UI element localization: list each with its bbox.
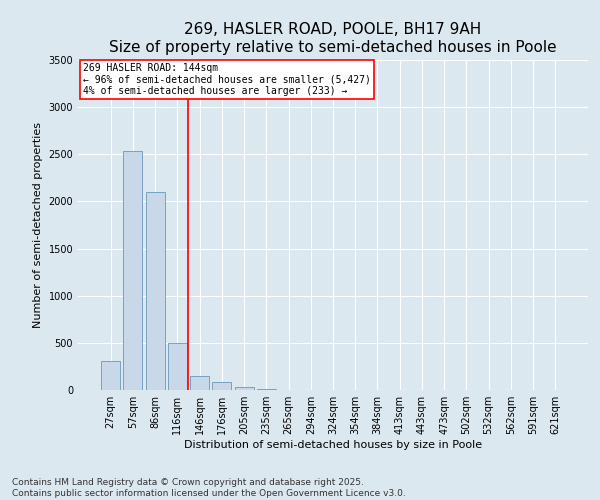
X-axis label: Distribution of semi-detached houses by size in Poole: Distribution of semi-detached houses by … (184, 440, 482, 450)
Bar (124, 152, 142, 390)
Bar (257, 389, 276, 390)
Title: 269, HASLER ROAD, POOLE, BH17 9AH
Size of property relative to semi-detached hou: 269, HASLER ROAD, POOLE, BH17 9AH Size o… (109, 22, 557, 54)
Bar (190, 376, 209, 390)
Bar (101, 361, 120, 390)
Bar (168, 343, 187, 390)
Bar (212, 382, 231, 390)
Y-axis label: Number of semi-detached properties: Number of semi-detached properties (33, 122, 43, 328)
Bar (146, 192, 164, 390)
Bar (235, 387, 254, 390)
Text: Contains HM Land Registry data © Crown copyright and database right 2025.
Contai: Contains HM Land Registry data © Crown c… (12, 478, 406, 498)
Text: 269 HASLER ROAD: 144sqm
← 96% of semi-detached houses are smaller (5,427)
4% of : 269 HASLER ROAD: 144sqm ← 96% of semi-de… (83, 64, 371, 96)
